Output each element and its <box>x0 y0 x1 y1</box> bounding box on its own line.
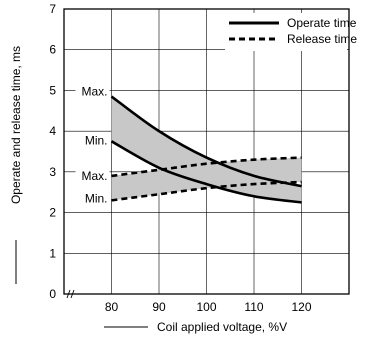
legend-background <box>225 13 347 51</box>
annotation-operate-max: Max. <box>81 85 107 99</box>
y-tick-label: 0 <box>49 287 56 301</box>
annotation-background <box>75 191 110 206</box>
axis-ticks: 80 90 100 110 120 0 1 2 3 4 5 6 7 <box>49 2 312 314</box>
release-time-max-line <box>111 156 302 178</box>
annotation-background <box>75 84 110 99</box>
operate-time-min-line <box>110 140 302 204</box>
release-time-min-line <box>111 180 302 202</box>
annotation-release-max: Max. <box>81 169 107 183</box>
x-tick-label: 110 <box>244 300 263 314</box>
release-time-range-band <box>111 157 302 201</box>
x-tick-label: 90 <box>152 300 166 314</box>
legend-label-release-time: Release time <box>287 32 357 46</box>
chart-grid <box>64 9 349 294</box>
annotation-background <box>75 168 110 183</box>
annotation-operate-min: Min. <box>85 133 108 147</box>
y-tick-label: 4 <box>49 124 56 138</box>
plot-frame <box>63 8 350 295</box>
annotation-release-min: Min. <box>85 191 108 205</box>
y-tick-label: 2 <box>49 206 56 220</box>
x-tick-label: 80 <box>105 300 119 314</box>
y-tick-label: 7 <box>49 2 56 16</box>
legend-label-operate-time: Operate time <box>287 16 357 30</box>
y-axis-label-group: Operate and release time, ms <box>9 46 23 284</box>
y-tick-label: 1 <box>49 246 56 260</box>
x-tick-label: 120 <box>291 300 311 314</box>
y-tick-label: 5 <box>49 83 56 97</box>
chart-legend: Operate time Release time <box>225 13 357 51</box>
operate-time-max-line <box>110 95 302 188</box>
y-tick-label: 6 <box>49 43 56 57</box>
annotation-background <box>75 133 110 148</box>
x-axis-label-group: Coil applied voltage, %V <box>104 320 287 334</box>
chart-lines <box>110 95 302 204</box>
y-tick-label: 3 <box>49 165 56 179</box>
x-tick-label: 100 <box>196 300 216 314</box>
axis-break-mark <box>66 289 75 299</box>
curve-annotations: Max. Min. Max. Min. <box>75 84 110 206</box>
x-axis-label: Coil applied voltage, %V <box>157 320 287 334</box>
y-axis-label: Operate and release time, ms <box>9 46 23 204</box>
